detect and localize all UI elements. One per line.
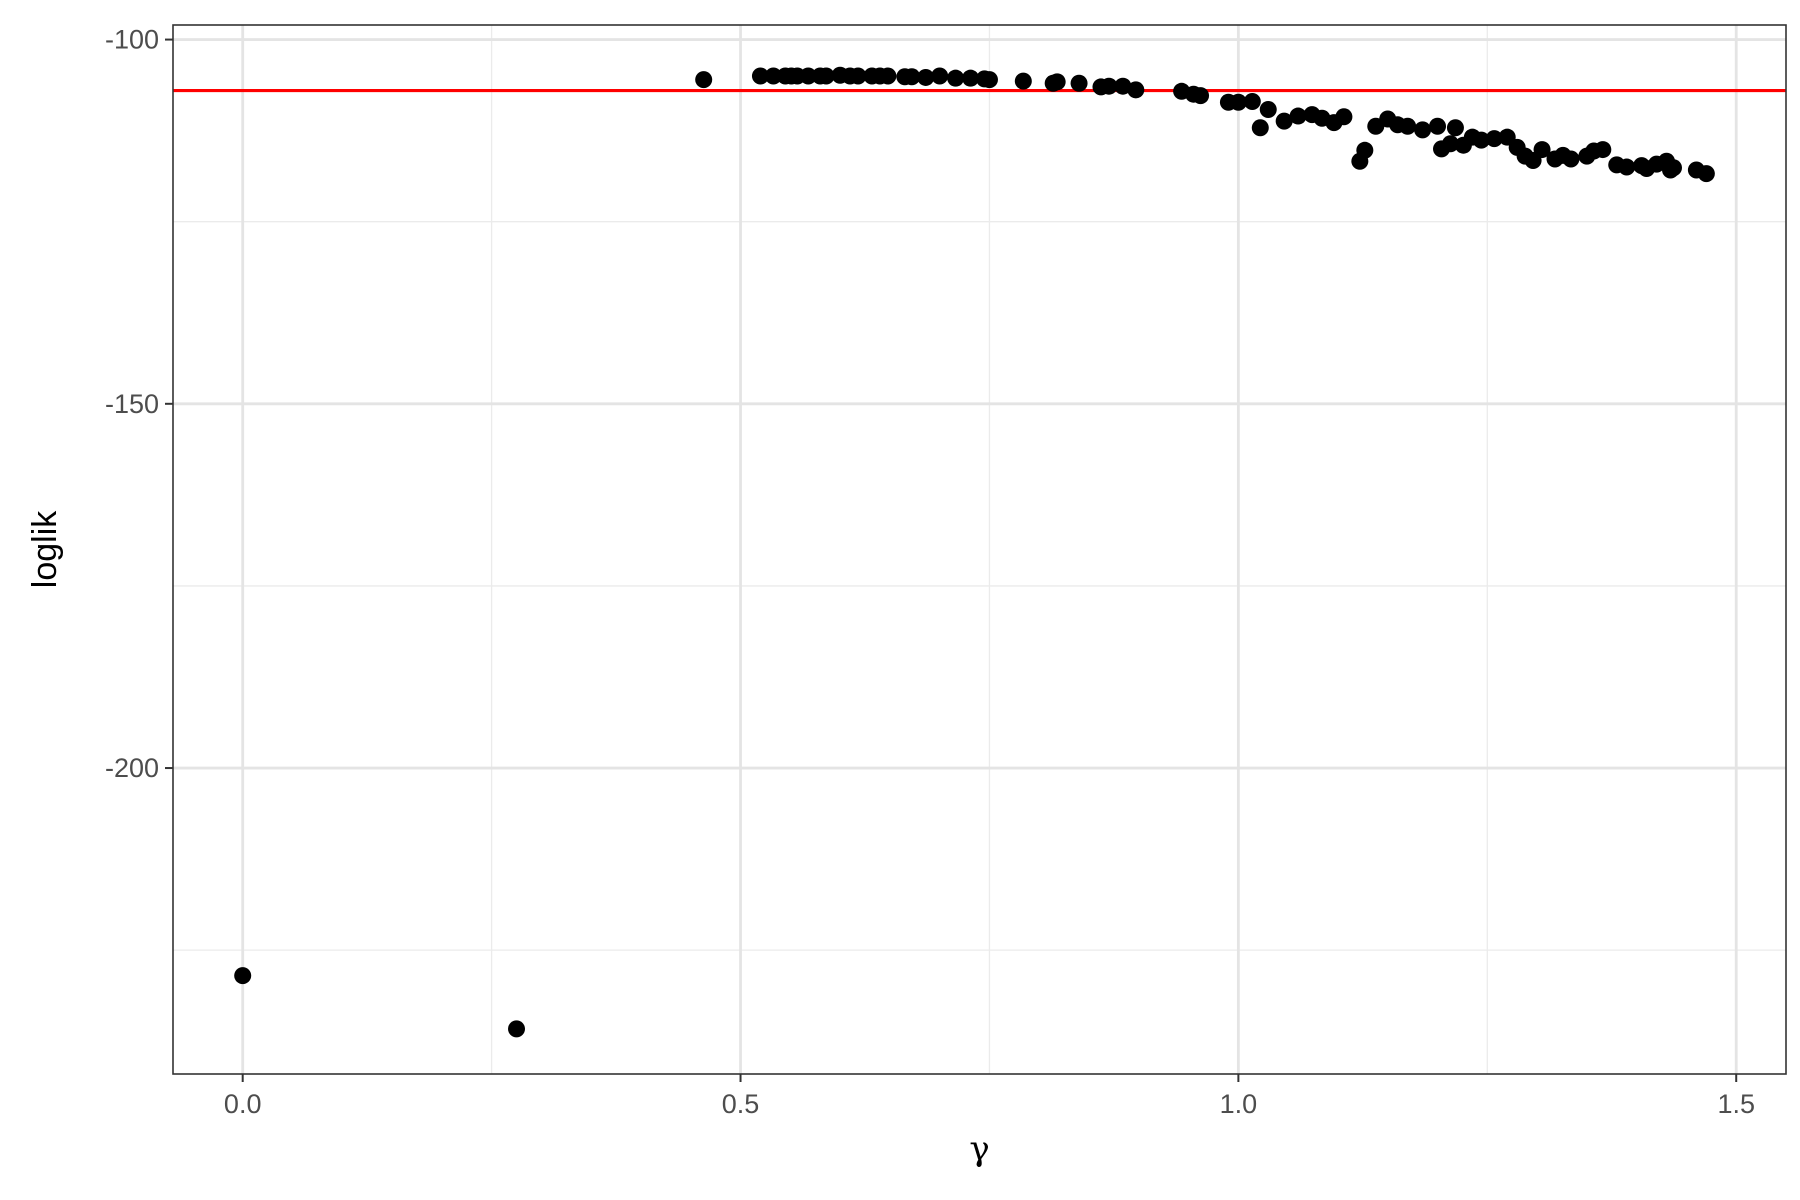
data-point [1335, 108, 1353, 126]
data-point [917, 68, 935, 86]
data-point [1259, 101, 1277, 119]
axes: -100 -150 -200 0.0 0.5 1.0 1.5 [105, 25, 1755, 1119]
plot-panel-border [172, 24, 1787, 1075]
data-point [1664, 159, 1682, 177]
y-tick-label: -150 [105, 389, 159, 419]
data-point [1127, 81, 1145, 99]
grid [173, 25, 1786, 1074]
data-point [1356, 141, 1374, 159]
data-point [1446, 119, 1464, 137]
data-point [931, 67, 949, 85]
data-point [1229, 93, 1247, 111]
data-point [1251, 119, 1269, 137]
x-tick-label: 1.5 [1717, 1089, 1755, 1119]
y-tick-label: -100 [105, 25, 159, 55]
data-point [508, 1020, 526, 1038]
data-point [962, 69, 980, 87]
data-point [1114, 77, 1132, 95]
data-point [947, 69, 965, 87]
x-tick-label: 1.0 [1220, 1089, 1258, 1119]
data-point [1070, 74, 1088, 92]
data-point [1414, 121, 1432, 139]
x-tick-label: 0.5 [722, 1089, 760, 1119]
data-point [879, 67, 897, 85]
data-point [1289, 107, 1307, 125]
data-point [1399, 117, 1417, 135]
data-point [764, 67, 782, 85]
data-point [1594, 141, 1612, 159]
data-point [1100, 77, 1118, 95]
data-point [1485, 130, 1503, 148]
x-tick-label: 0.0 [224, 1089, 262, 1119]
data-point [1275, 112, 1293, 130]
data-point [1441, 135, 1459, 153]
data-point [799, 67, 817, 85]
data-point [1697, 165, 1715, 183]
data-point [1014, 72, 1032, 90]
data-point [695, 71, 713, 89]
data-point [1192, 87, 1210, 105]
y-axis-title: loglik [26, 510, 64, 588]
data-point [1472, 131, 1490, 149]
data-point [1429, 117, 1447, 135]
y-tick-label: -200 [105, 753, 159, 783]
data-point [751, 67, 769, 85]
data-point [1562, 150, 1580, 168]
data-points [234, 66, 1715, 1038]
x-axis-title: γ [969, 1129, 989, 1169]
data-point [1243, 92, 1261, 110]
data-point [1048, 73, 1066, 91]
data-point [817, 67, 835, 85]
data-point [980, 71, 998, 89]
data-point [1533, 141, 1551, 159]
data-point [849, 67, 867, 85]
data-point [234, 967, 252, 985]
data-point [1618, 158, 1636, 176]
data-point [903, 68, 921, 86]
